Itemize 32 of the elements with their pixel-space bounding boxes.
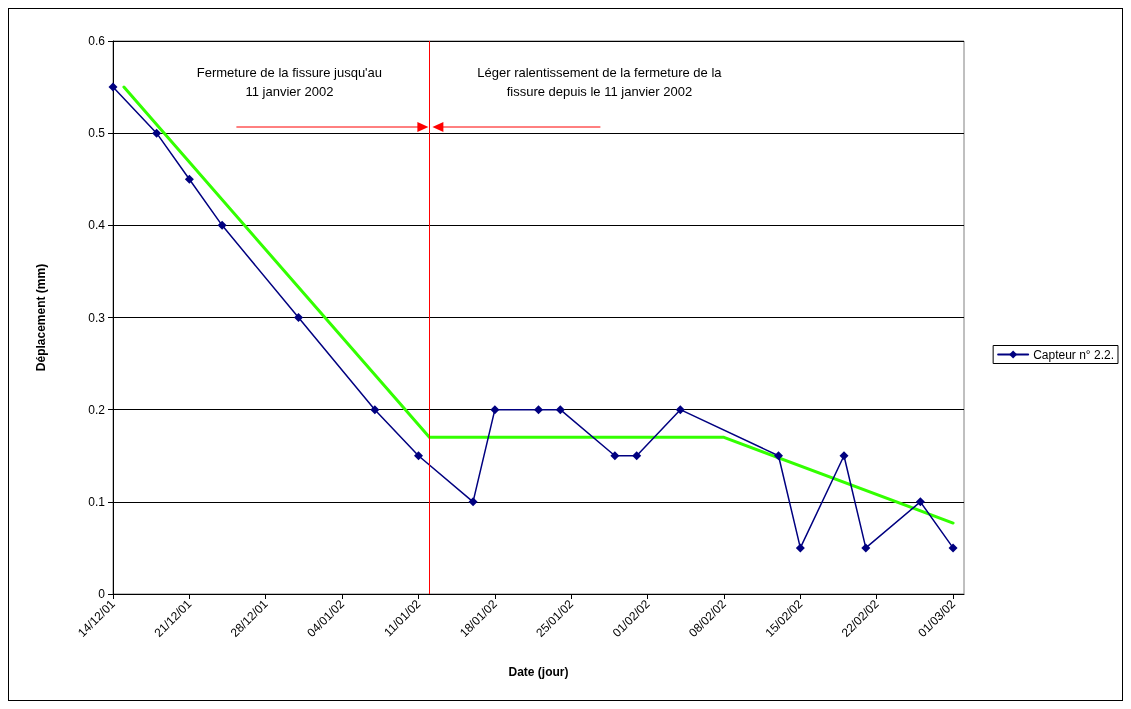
y-tick-label: 0.6	[88, 34, 106, 48]
y-tick-label: 0.2	[88, 402, 106, 417]
point	[839, 451, 849, 461]
legend-label: Capteur n° 2.2.	[1033, 347, 1115, 362]
point	[948, 543, 958, 553]
annotation: Fermeture de la fissure jusqu'au 11 janvier 2002	[196, 65, 383, 99]
point	[217, 220, 227, 230]
point	[370, 405, 380, 415]
annotation: Léger ralentissement de la fermeture de la fissure depuis le 11 janvier 2002	[477, 65, 723, 99]
y-tick-label: 0.5	[88, 126, 106, 141]
point	[184, 174, 194, 184]
point	[413, 451, 423, 461]
y-tick-label: 0.1	[88, 494, 106, 509]
y-tick-label: 0.3	[88, 310, 106, 325]
y-tick-label: 0.4	[88, 218, 106, 233]
point	[915, 497, 925, 507]
point	[468, 497, 478, 507]
point	[610, 451, 620, 461]
point	[108, 82, 118, 92]
y-tick-label: 0	[98, 587, 106, 601]
point	[490, 405, 500, 415]
point	[293, 313, 303, 322]
point	[795, 543, 805, 553]
point	[534, 405, 543, 415]
point	[774, 451, 784, 461]
y-axis-title: Déplacement (mm)	[34, 263, 48, 372]
point	[152, 128, 162, 138]
x-axis-title: Date (jour)	[508, 665, 569, 679]
point	[861, 543, 871, 553]
point	[675, 405, 685, 415]
point	[555, 405, 565, 415]
point	[632, 451, 642, 461]
